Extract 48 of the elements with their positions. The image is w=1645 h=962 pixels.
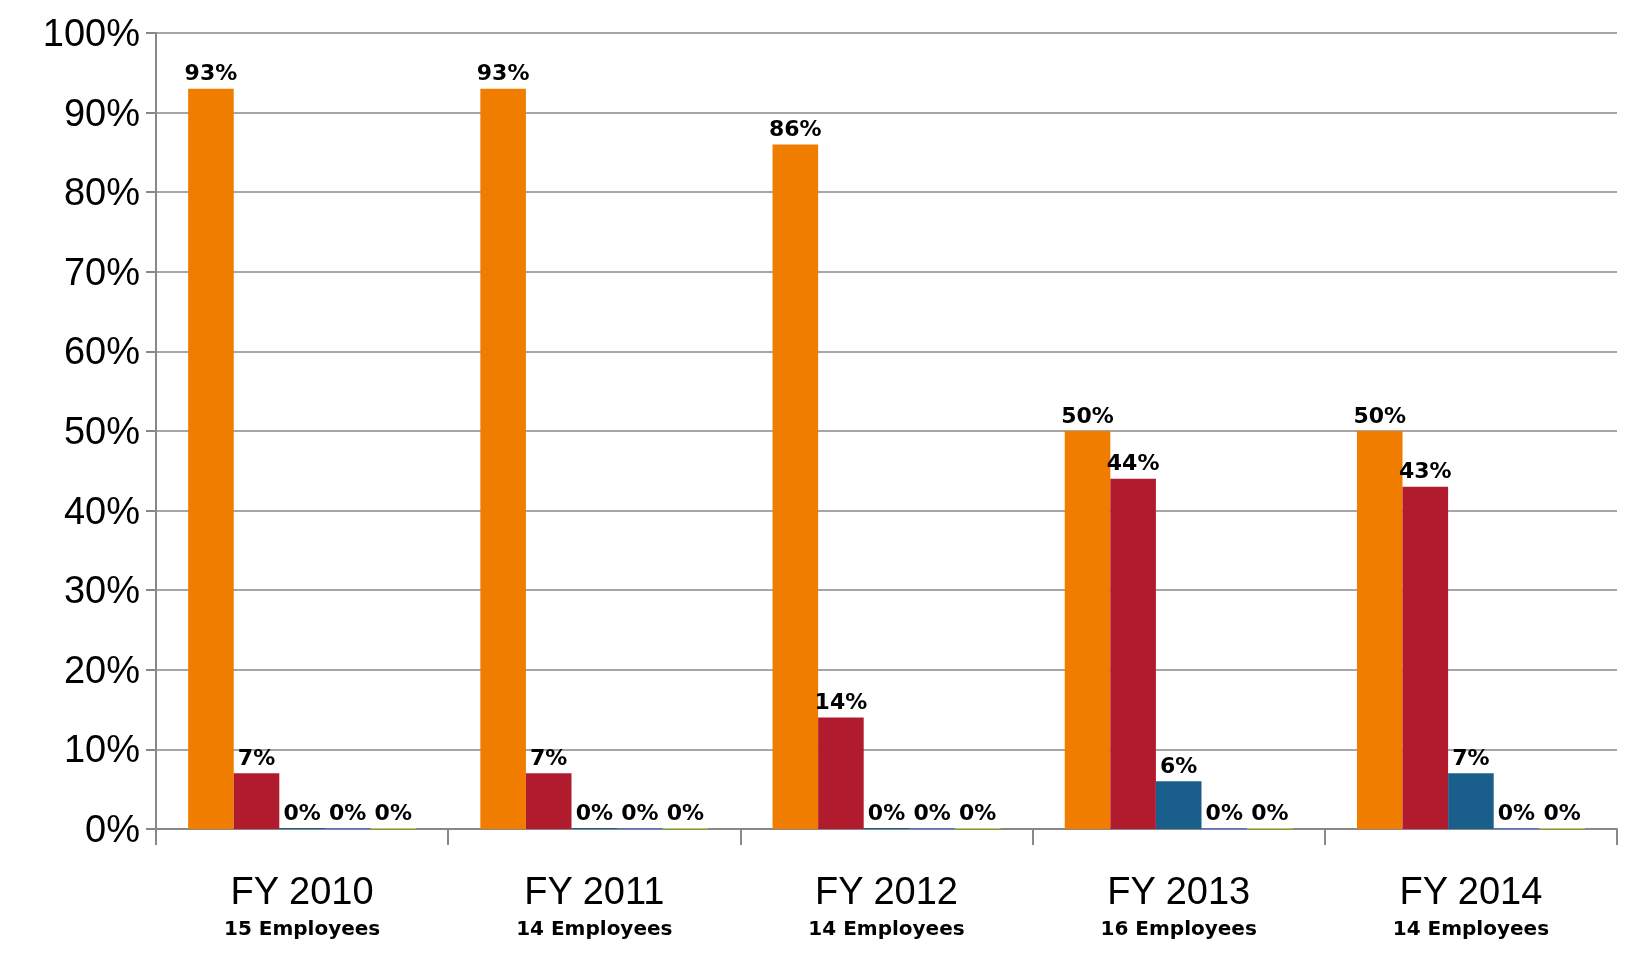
data-label: 0% bbox=[374, 799, 412, 825]
data-label: 93% bbox=[184, 60, 238, 86]
data-label: 0% bbox=[575, 799, 613, 825]
y-tick-label: 30% bbox=[63, 569, 140, 612]
y-tick-label: 70% bbox=[63, 250, 140, 293]
data-label: 7% bbox=[1452, 744, 1490, 770]
x-tick-label: FY 2013 16 Employees bbox=[1100, 870, 1257, 940]
y-tick-label: 90% bbox=[63, 91, 140, 134]
data-label: 7% bbox=[237, 744, 276, 770]
data-label: 0% bbox=[1205, 799, 1243, 825]
data-label: 0% bbox=[958, 799, 997, 825]
bar bbox=[1448, 773, 1494, 829]
x-tick-label: FY 2010 15 Employees bbox=[223, 870, 381, 940]
data-label: 0% bbox=[329, 799, 367, 825]
data-label: 0% bbox=[283, 799, 321, 825]
y-tick-label: 10% bbox=[63, 728, 140, 771]
x-tick-label: FY 2011 14 Employees bbox=[516, 870, 673, 940]
data-label: 50% bbox=[1353, 402, 1407, 428]
data-label: 7% bbox=[530, 744, 568, 770]
bar bbox=[233, 773, 280, 829]
bar bbox=[818, 717, 864, 829]
bar bbox=[188, 88, 234, 829]
data-label: 0% bbox=[1497, 799, 1536, 825]
x-tick-label: FY 2012 14 Employees bbox=[808, 870, 965, 940]
bar bbox=[525, 773, 572, 829]
x-tick-label: FY 2014 14 Employees bbox=[1392, 870, 1550, 940]
y-tick-label: 0% bbox=[85, 808, 140, 850]
data-label: 6% bbox=[1160, 752, 1198, 778]
data-label: 0% bbox=[913, 799, 951, 825]
data-label: 0% bbox=[621, 799, 659, 825]
bar bbox=[772, 144, 819, 829]
y-tick-label: 40% bbox=[63, 489, 140, 532]
data-label: 50% bbox=[1061, 402, 1114, 428]
bar bbox=[1155, 781, 1202, 829]
bar bbox=[1110, 478, 1156, 829]
data-label: 0% bbox=[1251, 799, 1289, 825]
bar bbox=[480, 88, 526, 829]
data-label: 86% bbox=[769, 115, 822, 141]
data-label: 0% bbox=[666, 799, 705, 825]
data-label: 93% bbox=[476, 60, 530, 86]
y-tick-label: 60% bbox=[63, 330, 140, 373]
y-tick-label: 50% bbox=[63, 410, 140, 452]
y-tick-label: 100% bbox=[42, 12, 140, 54]
y-tick-label: 80% bbox=[63, 171, 140, 214]
data-label: 0% bbox=[867, 799, 906, 825]
y-tick-label: 20% bbox=[63, 648, 140, 691]
bar bbox=[1402, 486, 1449, 829]
data-label: 0% bbox=[1543, 799, 1581, 825]
